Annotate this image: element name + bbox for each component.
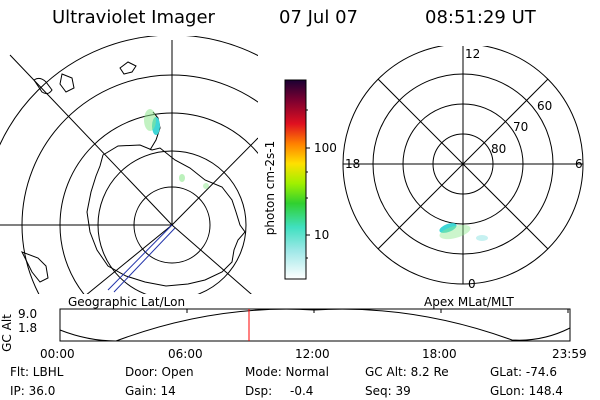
mlt-label-18: 18 [345, 157, 361, 171]
geographic-panel-label: Geographic Lat/Lon [68, 295, 186, 309]
time-tick-4: 23:59 [552, 347, 587, 361]
colorbar-unit-label: photon cm-2s-1 [263, 140, 277, 236]
aurora-emission-left [144, 109, 209, 189]
antarctica-coastline [86, 144, 246, 287]
aurora-emission-right [439, 223, 488, 241]
time-tick-0: 00:00 [40, 347, 75, 361]
longitude-lines [0, 40, 258, 294]
mlt-label-6: 6 [575, 157, 583, 171]
altitude-timeline [59, 308, 571, 342]
time-tick-3: 18:00 [422, 347, 457, 361]
alt-axis-title-holder: GC Alt [0, 314, 14, 352]
latitude-circles [0, 36, 258, 294]
ip-readout: IP: 36.0 [10, 384, 56, 398]
apex-panel-label: Apex MLat/MLT [424, 295, 514, 309]
mode-readout: Mode: Normal [245, 365, 329, 379]
geographic-map [0, 36, 258, 294]
mlat-label-70: 70 [513, 120, 529, 134]
observation-date: 07 Jul 07 [279, 7, 358, 28]
seq-readout: Seq: 39 [365, 384, 411, 398]
time-tick-1: 06:00 [168, 347, 203, 361]
polar-mlt-plot [342, 46, 584, 285]
door-readout: Door: Open [125, 365, 194, 379]
south-america-coastline [33, 77, 53, 95]
mlat-label-80: 80 [491, 142, 507, 156]
time-tick-2: 12:00 [295, 347, 330, 361]
mlt-label-12: 12 [465, 47, 481, 61]
alt-ymin-label: 1.8 [18, 321, 38, 335]
intensity-colorbar [284, 79, 310, 280]
instrument-title: Ultraviolet Imager [52, 7, 215, 28]
dsp-value: -0.4 [290, 384, 314, 398]
altitude-curve [59, 308, 571, 342]
lower-coastline [20, 251, 49, 283]
peninsula-coastline [149, 111, 161, 151]
colorbar-tick-10: 10 [314, 228, 330, 242]
gain-readout: Gain: 14 [125, 384, 176, 398]
dsp-label: Dsp: [245, 384, 273, 398]
australia-coastline [119, 61, 137, 75]
mlt-label-0: 0 [468, 277, 476, 291]
gc-alt-readout: GC Alt: 8.2 Re [365, 365, 449, 379]
alt-axis-title: GC Alt [0, 314, 14, 352]
colorbar-tick-100: 100 [314, 141, 337, 155]
mlat-label-60: 60 [537, 99, 553, 113]
glat-readout: GLat: -74.6 [490, 365, 557, 379]
glon-readout: GLon: 148.4 [490, 384, 563, 398]
island-outline [59, 73, 75, 93]
colorbar-unit-holder: photon cm-2s-1 [262, 140, 282, 240]
filter-readout: Flt: LBHL [10, 365, 64, 379]
ground-track [107, 224, 176, 293]
alt-ymax-label: 9.0 [18, 307, 38, 321]
observation-time: 08:51:29 UT [425, 7, 536, 28]
